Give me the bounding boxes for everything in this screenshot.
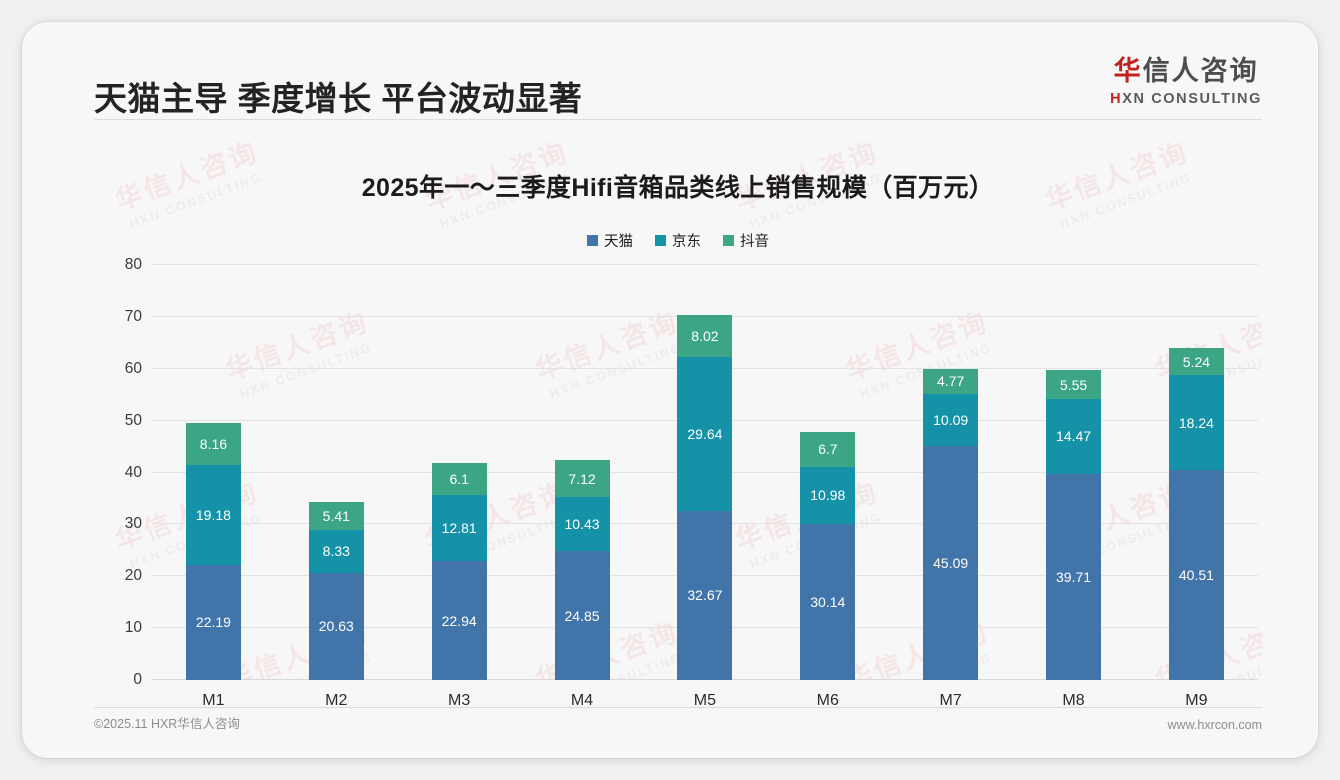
logo-chinese-text: 华信人咨询 <box>1110 58 1262 85</box>
legend-swatch-icon <box>723 235 734 246</box>
bar-segment-天猫[interactable]: 40.51 <box>1168 469 1224 680</box>
y-axis-tick-label: 30 <box>124 515 142 533</box>
y-axis-tick-label: 0 <box>133 671 142 688</box>
x-axis-tick-label: M8 <box>1062 692 1085 709</box>
legend-item-京东[interactable]: 京东 <box>655 230 701 251</box>
bar-column-M9: 40.51 18.24 5.24 M9 <box>1135 260 1258 709</box>
legend-label: 天猫 <box>604 234 633 250</box>
bar-column-M2: 20.63 8.33 5.41 M2 <box>275 260 398 709</box>
logo-en-rest: XN CONSULTING <box>1122 91 1262 107</box>
bar-segment-京东[interactable]: 10.98 <box>800 466 856 524</box>
bar-segment-抖音[interactable]: 6.7 <box>800 431 856 467</box>
y-axis-tick-label: 40 <box>124 463 142 481</box>
y-axis-tick-label: 20 <box>124 567 142 585</box>
bar-column-M6: 30.14 10.98 6.7 M6 <box>766 260 889 709</box>
stacked-bar[interactable]: 40.51 18.24 5.24 <box>1168 348 1224 680</box>
stacked-bar[interactable]: 24.85 10.43 7.12 <box>554 460 610 680</box>
bar-segment-京东[interactable]: 29.64 <box>677 356 733 511</box>
bar-group: 22.19 19.18 8.16 M1 20.63 8.33 5.41 M2 22.94 12.8… <box>152 260 1258 709</box>
bar-segment-抖音[interactable]: 6.1 <box>431 462 487 495</box>
y-axis-tick-label: 50 <box>124 411 142 429</box>
y-axis-tick-label: 60 <box>124 359 142 377</box>
bar-segment-京东[interactable]: 14.47 <box>1046 398 1102 475</box>
bar-segment-抖音[interactable]: 7.12 <box>554 460 610 497</box>
stacked-bar[interactable]: 45.09 10.09 4.77 <box>923 369 979 680</box>
legend-swatch-icon <box>655 235 666 246</box>
x-axis-tick-label: M4 <box>570 692 594 709</box>
chart-container: 华信人咨询 HXN CONSULTING 华信人咨询 HXN CONSULTING 华信… <box>94 134 1262 709</box>
slide-container: 天猫主导 季度增长 平台波动显著 华信人咨询 HXN CONSULTING 华信… <box>22 22 1318 758</box>
stacked-bar[interactable]: 20.63 8.33 5.41 <box>308 501 364 680</box>
page-title: 天猫主导 季度增长 平台波动显著 <box>94 80 583 117</box>
x-axis-tick-label: M7 <box>939 692 962 709</box>
logo-hua-char: 华 <box>1113 56 1143 86</box>
stacked-bar[interactable]: 39.71 14.47 5.55 <box>1046 370 1102 680</box>
x-axis-tick-label: M3 <box>448 692 471 709</box>
bar-segment-天猫[interactable]: 24.85 <box>554 551 610 680</box>
legend-swatch-icon <box>587 235 598 246</box>
slide-header: 天猫主导 季度增长 平台波动显著 华信人咨询 HXN CONSULTING <box>22 22 1318 120</box>
header-divider <box>94 119 1262 120</box>
stacked-bar[interactable]: 30.14 10.98 6.7 <box>800 431 856 680</box>
bar-segment-天猫[interactable]: 32.67 <box>677 510 733 680</box>
stacked-bar[interactable]: 22.94 12.81 6.1 <box>431 462 487 680</box>
chart-title: 2025年一～三季度Hifi音箱品类线上销售规模（百万元） <box>361 174 995 202</box>
legend-label: 京东 <box>672 234 701 250</box>
y-axis-tick-label: 10 <box>124 619 142 637</box>
y-axis-tick-label: 80 <box>124 256 142 273</box>
gridline <box>152 264 1258 265</box>
x-axis-tick-label: M5 <box>693 692 717 709</box>
bar-segment-抖音[interactable]: 4.77 <box>923 369 979 394</box>
x-axis-tick-label: M6 <box>816 692 839 709</box>
bar-column-M4: 24.85 10.43 7.12 M4 <box>521 260 644 709</box>
bar-segment-天猫[interactable]: 22.94 <box>431 561 487 680</box>
x-axis-tick-label: M1 <box>202 692 225 709</box>
bar-segment-京东[interactable]: 10.43 <box>554 497 610 552</box>
company-logo: 华信人咨询 HXN CONSULTING <box>1110 58 1262 107</box>
bar-column-M3: 22.94 12.81 6.1 M3 <box>398 260 521 709</box>
bar-column-M8: 39.71 14.47 5.55 M8 <box>1012 260 1135 709</box>
logo-h-char: H <box>1110 91 1123 107</box>
bar-column-M7: 45.09 10.09 4.77 M7 <box>889 260 1012 709</box>
y-axis-tick-label: 70 <box>124 307 142 325</box>
plot-area: 0 10 20 30 40 50 60 70 80 22.19 19.18 8.16 M1 20.63 8… <box>94 256 1258 709</box>
bar-column-M1: 22.19 19.18 8.16 M1 <box>152 260 275 709</box>
x-axis-tick-label: M9 <box>1185 692 1208 709</box>
bar-segment-天猫[interactable]: 22.19 <box>185 564 241 680</box>
footer-copyright: ©2025.11 HXR华信人咨询 <box>94 717 240 731</box>
bar-segment-京东[interactable]: 10.09 <box>923 393 979 447</box>
legend-label: 抖音 <box>740 234 769 250</box>
bar-segment-抖音[interactable]: 5.24 <box>1168 348 1224 376</box>
bar-segment-京东[interactable]: 19.18 <box>185 465 241 565</box>
bar-column-M5: 32.67 29.64 8.02 M5 <box>644 260 767 709</box>
stacked-bar[interactable]: 22.19 19.18 8.16 <box>185 423 241 680</box>
bar-segment-京东[interactable]: 8.33 <box>308 529 364 573</box>
logo-cn-rest: 信人咨询 <box>1142 56 1259 86</box>
bar-segment-抖音[interactable]: 5.41 <box>308 501 364 530</box>
stacked-bar[interactable]: 32.67 29.64 8.02 <box>677 315 733 680</box>
legend-item-天猫[interactable]: 天猫 <box>587 230 633 251</box>
bar-segment-京东[interactable]: 12.81 <box>431 494 487 561</box>
bar-segment-天猫[interactable]: 30.14 <box>800 523 856 680</box>
logo-english-text: HXN CONSULTING <box>1110 92 1262 107</box>
bar-segment-抖音[interactable]: 5.55 <box>1046 370 1102 399</box>
chart-legend: 天猫 京东 抖音 <box>94 230 1262 251</box>
bar-segment-抖音[interactable]: 8.16 <box>185 423 241 466</box>
bar-segment-天猫[interactable]: 20.63 <box>308 572 364 680</box>
bar-segment-天猫[interactable]: 39.71 <box>1046 474 1102 680</box>
footer-divider <box>94 707 1262 708</box>
bar-segment-天猫[interactable]: 45.09 <box>923 446 979 680</box>
bar-segment-抖音[interactable]: 8.02 <box>677 315 733 357</box>
x-axis-tick-label: M2 <box>325 692 348 709</box>
footer-website[interactable]: www.hxrcon.com <box>1167 718 1262 732</box>
legend-item-抖音[interactable]: 抖音 <box>723 230 769 251</box>
bar-segment-京东[interactable]: 18.24 <box>1168 375 1224 470</box>
